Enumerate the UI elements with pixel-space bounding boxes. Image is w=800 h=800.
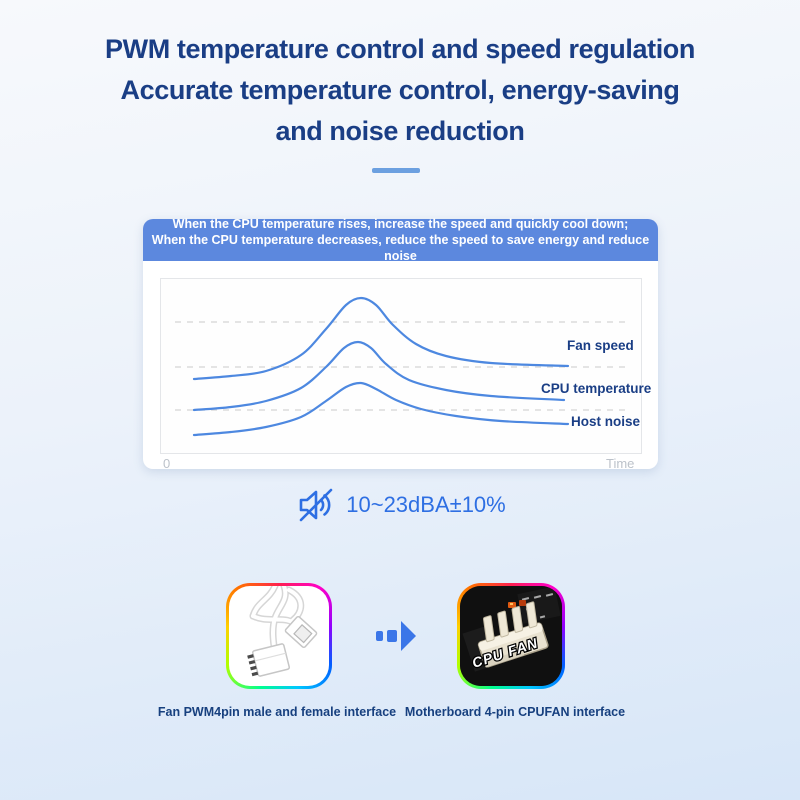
fan-pwm-cable-art [229,586,329,686]
female-connector [284,615,318,649]
noise-value: 10~23dBA±10% [346,492,506,517]
chart-plot-area [160,278,642,454]
divider [372,168,420,173]
gridlines [175,321,627,411]
title-line-3: and noise reduction [275,116,525,146]
legend-host-noise: Host noise [571,414,641,429]
right-arrow-icon [375,620,417,657]
noise-level-row: 10~23dBA±10% [0,482,800,528]
motherboard-cpufan-art: CPU FAN [460,586,562,686]
curve-cpu-temperature [192,340,566,412]
chart-card: When the CPU temperature rises, increase… [143,217,658,471]
cable-drawing [247,586,318,677]
banner-line-1: When the CPU temperature rises, increase… [172,217,629,231]
curve-host-noise [192,381,570,437]
title-line-1: PWM temperature control and speed regula… [105,34,695,64]
curve-fan-speed [192,296,570,381]
x-axis-label: Time [606,456,635,471]
male-connector [247,643,290,677]
left-image-caption: Fan PWM4pin male and female interface [157,705,397,719]
motherboard-cpufan-image: CPU FAN [457,583,565,689]
fan-pwm-cable-image [226,583,332,689]
title-line-2: Accurate temperature control, energy-sav… [120,75,680,105]
right-image-caption: Motherboard 4-pin CPUFAN interface [404,705,626,719]
chart-svg [175,296,627,437]
legend-cpu-temperature: CPU temperature [541,381,652,396]
banner: When the CPU temperature rises, increase… [143,217,658,263]
muted-speaker-icon [299,488,333,522]
cpufan-header [477,601,549,668]
legend-fan-speed: Fan speed [567,338,634,353]
banner-line-2: When the CPU temperature decreases, redu… [151,233,650,263]
x-axis-origin: 0 [163,456,171,471]
cpufan-drawing: CPU FAN [460,586,562,686]
page-title: PWM temperature control and speed regula… [0,29,800,152]
